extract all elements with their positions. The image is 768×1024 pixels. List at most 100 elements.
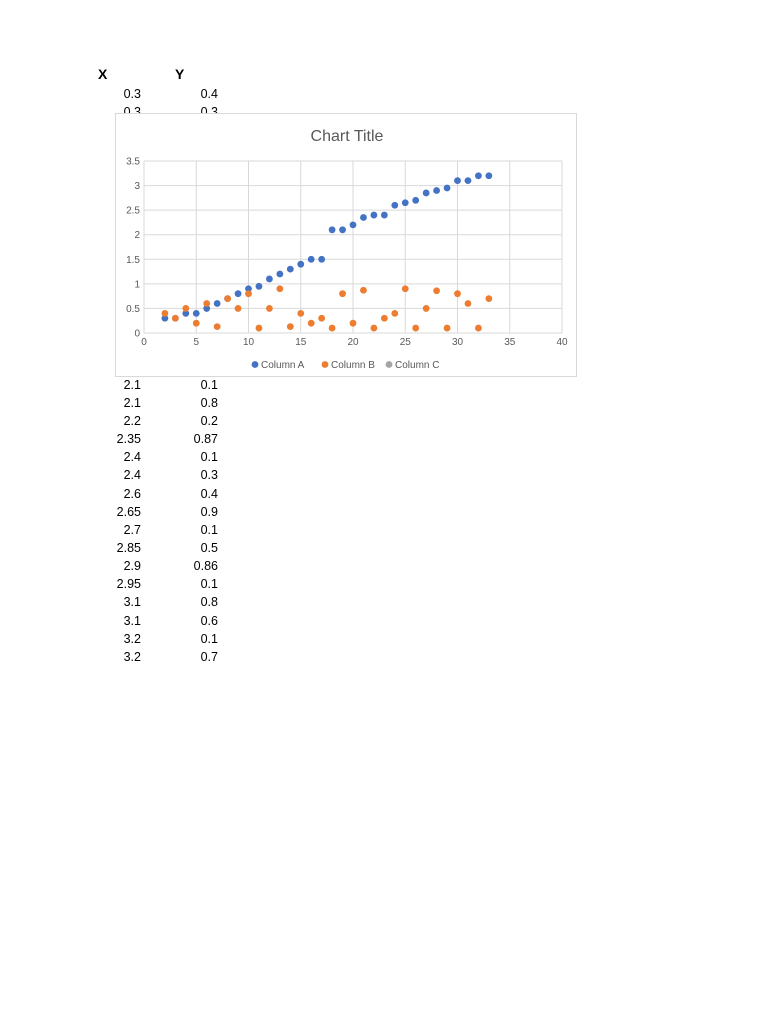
data-point — [328, 226, 336, 234]
cell-x[interactable]: 2.85 — [116, 541, 141, 555]
x-tick-label: 35 — [504, 337, 516, 348]
data-point — [245, 285, 252, 293]
data-point — [276, 285, 284, 293]
data-point — [454, 290, 461, 298]
cell-x[interactable]: 2.35 — [116, 432, 141, 446]
cell-x[interactable]: 3.2 — [123, 632, 141, 646]
cell-y[interactable]: 0.8 — [200, 595, 218, 609]
data-point — [464, 300, 472, 307]
y-tick-label: 2 — [134, 230, 140, 241]
cell-y[interactable]: 0.7 — [200, 650, 218, 664]
data-point — [234, 305, 242, 312]
cell-y[interactable]: 0.4 — [200, 487, 218, 501]
cell-x[interactable]: 2.6 — [123, 487, 141, 501]
data-point — [485, 295, 493, 302]
cell-x[interactable]: 3.1 — [123, 595, 141, 609]
column-header-x[interactable]: X — [98, 66, 108, 82]
x-tick-label: 15 — [295, 337, 307, 348]
data-point — [213, 323, 221, 331]
data-point — [380, 314, 388, 322]
cell-x[interactable]: 2.95 — [116, 577, 141, 591]
cell-y[interactable]: 0.1 — [200, 577, 218, 591]
cell-x[interactable]: 3.2 — [123, 650, 141, 664]
data-point — [360, 214, 367, 221]
data-point — [454, 177, 461, 185]
cell-y[interactable]: 0.5 — [200, 541, 218, 555]
cell-y[interactable]: 0.87 — [193, 432, 218, 446]
cell-y[interactable]: 0.1 — [200, 632, 218, 646]
x-tick-label: 0 — [141, 337, 147, 348]
data-point — [391, 201, 399, 209]
data-point — [422, 189, 430, 197]
data-point — [224, 295, 231, 302]
data-point — [485, 172, 493, 180]
y-tick-label: 0.5 — [126, 304, 140, 315]
cell-y[interactable]: 0.3 — [200, 468, 218, 482]
data-point — [401, 285, 409, 293]
legend-marker — [321, 361, 329, 368]
data-point — [286, 323, 294, 331]
scatter-chart[interactable]: Chart Title 0 5 10 15 20 25 30 35 40 0 0.5 1 1.5 2 2.5 3… — [115, 113, 577, 377]
cell-x[interactable]: 2.65 — [116, 505, 141, 519]
data-point — [433, 287, 440, 295]
data-point — [328, 324, 336, 332]
x-tick-label: 20 — [347, 337, 359, 348]
data-point — [161, 309, 169, 317]
data-point — [443, 324, 451, 332]
data-point — [307, 319, 315, 327]
data-point — [349, 221, 357, 229]
data-point — [192, 319, 200, 327]
data-point — [286, 265, 294, 273]
data-point — [391, 309, 399, 317]
chart-title: Chart Title — [311, 128, 384, 145]
column-header-y[interactable]: Y — [175, 66, 185, 82]
data-point — [255, 324, 263, 332]
cell-x[interactable]: 3.1 — [123, 614, 141, 628]
data-point — [171, 314, 179, 322]
data-point — [266, 305, 273, 312]
data-point — [370, 324, 378, 332]
data-point — [318, 255, 326, 263]
x-tick-label: 25 — [400, 337, 412, 348]
cell-x[interactable]: 2.4 — [123, 468, 141, 482]
cell-y[interactable]: 0.2 — [200, 414, 218, 428]
data-point — [192, 309, 200, 317]
cell-x[interactable]: 2.4 — [123, 450, 141, 464]
cell-x[interactable]: 2.9 — [123, 559, 141, 573]
data-point — [234, 290, 242, 298]
cell-y[interactable]: 0.1 — [200, 378, 218, 392]
data-point — [245, 290, 252, 298]
cell-y[interactable]: 0.6 — [200, 614, 218, 628]
cell-y[interactable]: 0.9 — [200, 505, 218, 519]
data-point — [412, 196, 420, 204]
data-point — [370, 211, 378, 219]
cell-x[interactable]: 2.7 — [123, 523, 141, 537]
data-point — [464, 177, 472, 185]
y-tick-label: 3.5 — [126, 157, 140, 168]
data-point — [318, 314, 326, 322]
cell-y[interactable]: 0.86 — [193, 559, 218, 573]
cell-y[interactable]: 0.8 — [200, 396, 218, 410]
cell-x[interactable]: 2.1 — [123, 396, 141, 410]
data-point — [276, 270, 284, 278]
data-point — [203, 300, 211, 307]
x-tick-label: 5 — [193, 337, 199, 348]
data-point — [297, 309, 305, 317]
legend-label: Column C — [395, 360, 439, 371]
cell-y[interactable]: 0.1 — [200, 450, 218, 464]
data-point — [443, 184, 451, 192]
cell-x[interactable]: 0.3 — [123, 87, 141, 101]
y-tick-label: 2.5 — [126, 206, 140, 217]
cell-y[interactable]: 0.4 — [200, 87, 218, 101]
data-point — [422, 305, 430, 312]
data-point — [297, 260, 305, 268]
data-point — [255, 282, 263, 290]
cell-x[interactable]: 2.1 — [123, 378, 141, 392]
data-point — [161, 314, 169, 322]
y-tick-label: 1 — [134, 279, 140, 290]
legend-marker — [385, 361, 393, 368]
data-point — [339, 226, 346, 234]
data-point — [213, 300, 221, 307]
cell-x[interactable]: 2.2 — [123, 414, 141, 428]
cell-y[interactable]: 0.1 — [200, 523, 218, 537]
